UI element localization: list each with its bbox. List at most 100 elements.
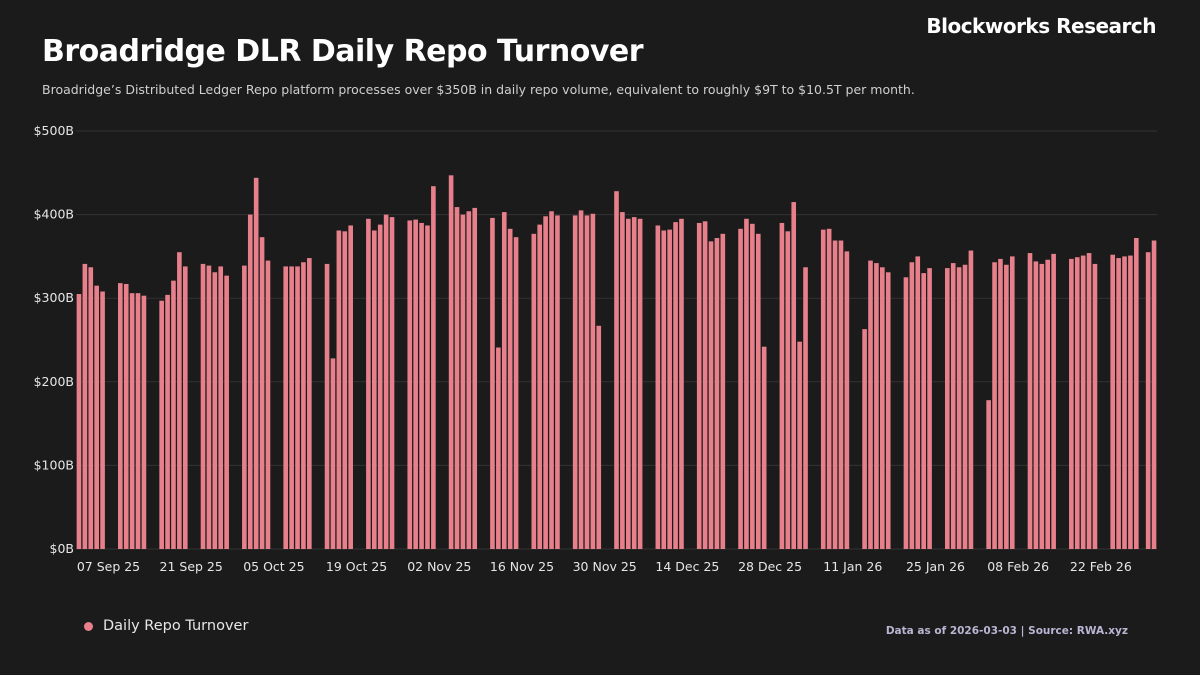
- bar[interactable]: [572, 215, 578, 549]
- bar[interactable]: [626, 218, 631, 549]
- bar[interactable]: [336, 230, 342, 550]
- bar[interactable]: [631, 217, 637, 550]
- bar[interactable]: [862, 329, 867, 549]
- bar[interactable]: [791, 202, 797, 549]
- bar[interactable]: [956, 267, 962, 549]
- bar[interactable]: [992, 262, 997, 549]
- bar[interactable]: [880, 267, 885, 549]
- bar[interactable]: [1004, 264, 1009, 549]
- bar[interactable]: [1122, 256, 1127, 549]
- bar[interactable]: [82, 263, 88, 549]
- bar[interactable]: [537, 224, 543, 549]
- bar[interactable]: [738, 228, 743, 549]
- bar[interactable]: [1045, 259, 1051, 549]
- bar[interactable]: [407, 220, 413, 549]
- bar[interactable]: [755, 233, 761, 549]
- bar[interactable]: [224, 275, 229, 549]
- bar[interactable]: [307, 258, 312, 549]
- bar[interactable]: [1086, 253, 1092, 549]
- bar[interactable]: [1027, 253, 1033, 549]
- bar[interactable]: [159, 300, 164, 549]
- bar[interactable]: [501, 212, 507, 549]
- bar[interactable]: [696, 222, 702, 549]
- bar[interactable]: [88, 267, 94, 549]
- bar[interactable]: [779, 222, 785, 549]
- bar[interactable]: [714, 238, 720, 549]
- bar[interactable]: [944, 268, 950, 549]
- bar[interactable]: [413, 219, 418, 549]
- bar[interactable]: [1033, 261, 1039, 549]
- bar[interactable]: [366, 218, 371, 549]
- bar[interactable]: [259, 237, 265, 550]
- bar[interactable]: [679, 218, 684, 549]
- bar[interactable]: [419, 222, 424, 549]
- bar[interactable]: [785, 231, 791, 549]
- bar[interactable]: [1145, 252, 1151, 549]
- bar[interactable]: [496, 347, 501, 549]
- bar[interactable]: [265, 260, 271, 549]
- bar[interactable]: [182, 266, 188, 549]
- bar[interactable]: [637, 218, 643, 549]
- bar[interactable]: [885, 272, 891, 549]
- bar[interactable]: [1092, 263, 1098, 549]
- bar[interactable]: [1134, 238, 1139, 549]
- bar[interactable]: [1039, 263, 1045, 549]
- bar[interactable]: [921, 273, 926, 549]
- bar[interactable]: [543, 216, 548, 549]
- bar[interactable]: [903, 277, 909, 549]
- bar[interactable]: [466, 211, 472, 549]
- bar[interactable]: [123, 283, 129, 549]
- bar[interactable]: [242, 265, 247, 549]
- bar[interactable]: [590, 213, 596, 549]
- bar[interactable]: [295, 266, 300, 549]
- bar[interactable]: [324, 263, 330, 549]
- bar[interactable]: [549, 211, 554, 549]
- bar[interactable]: [986, 400, 991, 549]
- bar[interactable]: [383, 214, 389, 549]
- bar[interactable]: [620, 212, 625, 549]
- bar[interactable]: [702, 221, 708, 550]
- legend[interactable]: Daily Repo Turnover: [84, 618, 248, 634]
- bar[interactable]: [962, 264, 968, 549]
- bar[interactable]: [253, 177, 259, 549]
- bar[interactable]: [460, 214, 466, 549]
- bar[interactable]: [667, 229, 672, 549]
- bar[interactable]: [1116, 258, 1121, 549]
- bar[interactable]: [998, 258, 1003, 549]
- bar[interactable]: [874, 263, 879, 549]
- bar[interactable]: [531, 233, 537, 549]
- bar[interactable]: [673, 222, 678, 549]
- bar[interactable]: [247, 214, 253, 549]
- bar[interactable]: [744, 218, 749, 549]
- bar[interactable]: [200, 263, 206, 549]
- bar[interactable]: [330, 358, 336, 549]
- bar[interactable]: [301, 262, 306, 549]
- bar[interactable]: [377, 224, 383, 549]
- bar[interactable]: [655, 225, 661, 549]
- bar[interactable]: [348, 225, 353, 549]
- bar[interactable]: [165, 294, 170, 549]
- bar[interactable]: [129, 293, 135, 549]
- bar[interactable]: [661, 230, 667, 550]
- bar[interactable]: [472, 207, 478, 549]
- bar[interactable]: [171, 280, 176, 549]
- bar[interactable]: [454, 207, 460, 549]
- bar[interactable]: [1069, 258, 1074, 549]
- bar[interactable]: [720, 233, 726, 549]
- bar[interactable]: [212, 272, 218, 549]
- bar[interactable]: [206, 265, 212, 549]
- bar[interactable]: [283, 266, 289, 549]
- bar[interactable]: [342, 231, 348, 549]
- bar[interactable]: [614, 191, 619, 549]
- bar[interactable]: [797, 341, 802, 549]
- bar[interactable]: [1009, 256, 1015, 549]
- bar[interactable]: [177, 252, 182, 549]
- bar[interactable]: [372, 230, 377, 550]
- bar[interactable]: [868, 260, 873, 549]
- bar[interactable]: [507, 228, 513, 549]
- bar[interactable]: [708, 241, 714, 549]
- bar[interactable]: [1151, 240, 1157, 549]
- bar[interactable]: [578, 210, 584, 550]
- bar[interactable]: [1110, 254, 1115, 550]
- bar[interactable]: [1074, 257, 1080, 549]
